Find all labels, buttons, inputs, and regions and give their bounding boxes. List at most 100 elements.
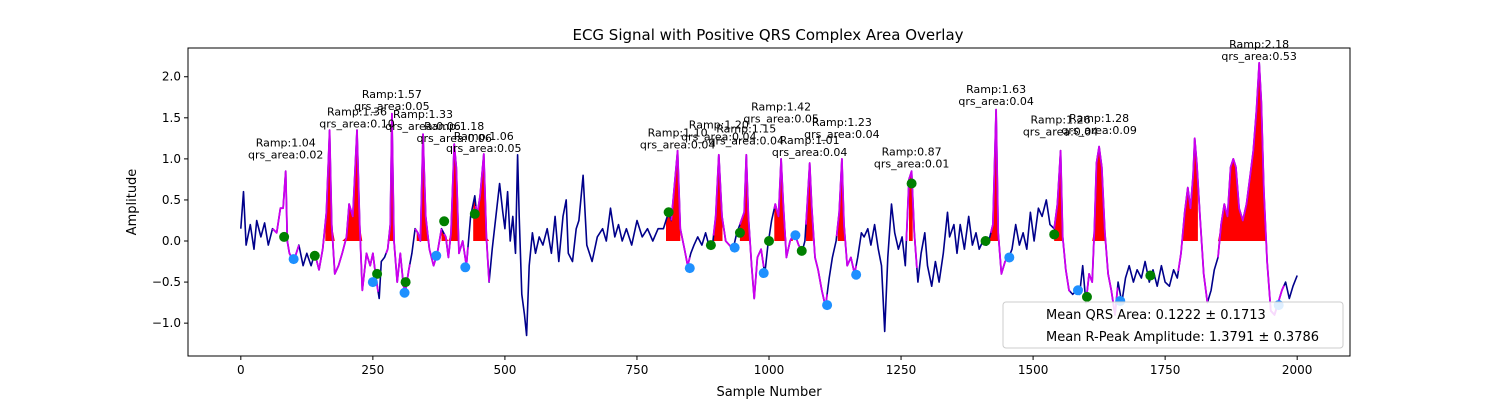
x-tick-label: 1500 xyxy=(1018,363,1049,377)
x-tick-label: 2000 xyxy=(1282,363,1313,377)
qrs-onset-marker-11 xyxy=(906,178,917,189)
chart-title: ECG Signal with Positive QRS Complex Are… xyxy=(572,26,963,44)
annotation-area-label: qrs_area:0.04 xyxy=(958,95,1033,108)
annotation-ramp-label: Ramp:1.26 xyxy=(1031,114,1091,127)
qrs-offset-marker-11 xyxy=(1004,252,1015,263)
qrs-segment-8 xyxy=(739,153,765,300)
qrs-offset-marker-12 xyxy=(1072,285,1083,296)
y-tick-label: 0.5 xyxy=(162,193,181,207)
legend-entry-qrs-area: Mean QRS Area: 0.1222 ± 0.1713 xyxy=(1046,308,1266,323)
annotation-ramp-label: Ramp:1.63 xyxy=(966,83,1026,96)
qrs-onset-marker-12 xyxy=(980,236,991,247)
annotation-ramp-label: Ramp:1.10 xyxy=(648,127,708,140)
annotation-ramp-label: Ramp:1.06 xyxy=(454,130,514,143)
annotation-ramp-label: Ramp:1.15 xyxy=(716,123,776,136)
qrs-onset-marker-8 xyxy=(734,227,745,238)
legend-entry-r-peak: Mean R-Peak Amplitude: 1.3791 ± 0.3786 xyxy=(1046,330,1319,345)
annotation-area-label: qrs_area:0.04 xyxy=(709,135,784,148)
annotation-area-label: qrs_area:0.10 xyxy=(319,117,394,130)
annotation-area-label: qrs_area:0.04 xyxy=(772,146,847,159)
qrs-offset-marker-9 xyxy=(822,300,833,311)
qrs-offset-marker-1 xyxy=(367,277,378,288)
qrs-offset-marker-5 xyxy=(684,263,695,274)
legend: Mean QRS Area: 0.1222 ± 0.1713 Mean R-Pe… xyxy=(1002,301,1344,349)
x-tick-label: 1750 xyxy=(1150,363,1181,377)
y-tick-label: 2.0 xyxy=(162,70,181,84)
legend-box xyxy=(1002,301,1344,349)
annotation-area-label: qrs_area:0.06 xyxy=(416,132,491,145)
qrs-segment-16 xyxy=(1177,137,1209,303)
qrs-area-fill-4 xyxy=(473,154,494,241)
qrs-onset-marker-1 xyxy=(309,250,320,261)
y-axis: −1.0 −0.5 0.0 0.5 1.0 1.5 2.0 xyxy=(152,70,188,330)
y-tick-label: −1.0 xyxy=(152,316,181,330)
x-tick-label: 1250 xyxy=(886,363,917,377)
qrs-onset-marker-7 xyxy=(705,240,716,251)
annotation-area-label: qrs_area:0.05 xyxy=(743,112,818,125)
y-tick-label: 1.0 xyxy=(162,152,181,166)
annotation-area-label: qrs_area:0.04 xyxy=(804,128,879,141)
qrs-onset-marker-13 xyxy=(1049,229,1060,240)
annotation-area-label: qrs_area:0.06 xyxy=(385,120,460,133)
qrs-segment-12 xyxy=(905,170,918,269)
qrs-onset-marker-4 xyxy=(439,216,450,227)
qrs-segment-14 xyxy=(1053,149,1071,293)
qrs-area-fill-5 xyxy=(666,150,681,241)
qrs-offset-marker-7 xyxy=(758,268,769,279)
x-axis-label: Sample Number xyxy=(716,385,822,400)
qrs-area-fill-8 xyxy=(774,158,793,241)
qrs-offset-marker-0 xyxy=(288,254,299,265)
x-tick-label: 500 xyxy=(493,363,516,377)
annotation-area-label: qrs_area:0.04 xyxy=(1023,126,1098,139)
annotation-area-label: qrs_area:0.09 xyxy=(1061,124,1136,137)
qrs-area-fill-16 xyxy=(1207,62,1266,241)
qrs-offset-marker-8 xyxy=(790,230,801,241)
annotation-area-label: qrs_area:0.02 xyxy=(248,149,323,162)
annotation-ramp-label: Ramp:1.20 xyxy=(689,118,749,131)
annotation-ramp-label: Ramp:1.23 xyxy=(812,116,872,129)
annotation-ramp-label: Ramp:1.36 xyxy=(327,105,387,118)
qrs-onset-marker-14 xyxy=(1081,291,1092,302)
y-tick-label: 0.0 xyxy=(162,234,181,248)
y-tick-label: −0.5 xyxy=(152,275,181,289)
y-tick-label: 1.5 xyxy=(162,111,181,125)
annotation-ramp-label: Ramp:1.57 xyxy=(362,88,422,101)
annotation-area-label: qrs_area:0.01 xyxy=(874,158,949,171)
qrs-onset-marker-9 xyxy=(764,236,774,247)
qrs-offset-marker-6 xyxy=(729,242,740,253)
qrs-onset-marker-2 xyxy=(372,268,383,279)
qrs-offset-marker-2 xyxy=(399,287,410,298)
qrs-onset-marker-15 xyxy=(1145,270,1156,281)
qrs-onset-marker-10 xyxy=(796,245,807,256)
qrs-offset-marker-4 xyxy=(460,262,471,273)
annotation-area-label: qrs_area:0.05 xyxy=(446,142,521,155)
qrs-segment-7 xyxy=(712,153,733,249)
qrs-segment-1 xyxy=(313,129,379,292)
annotation-ramp-label: Ramp:1.01 xyxy=(780,134,840,147)
qrs-segment-4 xyxy=(443,143,469,267)
qrs-onset-marker-5 xyxy=(469,208,480,219)
annotation-area-label: qrs_area:0.04 xyxy=(681,130,756,143)
annotation-ramp-label: Ramp:0.87 xyxy=(882,146,942,159)
x-tick-label: 0 xyxy=(237,363,245,377)
y-axis-label: Amplitude xyxy=(125,169,140,236)
annotation-ramp-label: Ramp:1.42 xyxy=(751,100,811,113)
qrs-segment-15 xyxy=(1085,145,1119,316)
ecg-signal-line xyxy=(240,62,1298,337)
annotation-ramp-label: Ramp:1.33 xyxy=(393,108,453,121)
